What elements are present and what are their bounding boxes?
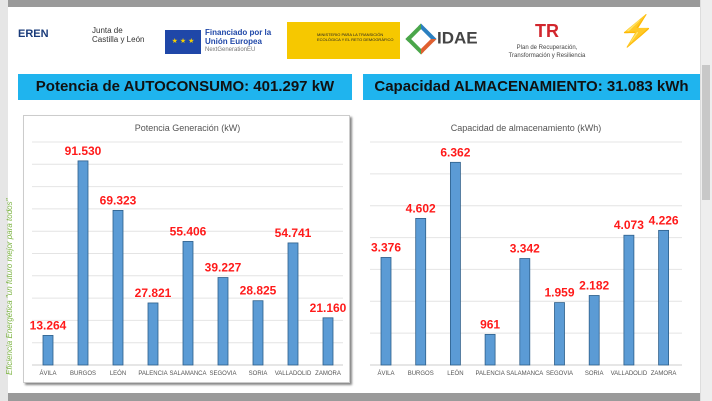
idae-text: IDAE xyxy=(437,28,478,48)
category-label: ÁVILA xyxy=(377,370,394,377)
ministerio-text: MINISTERIO PARA LA TRANSICIÓN ECOLÓGICA … xyxy=(317,32,394,42)
category-label: SEGOVIA xyxy=(546,371,573,377)
category-label: PALENCIA xyxy=(138,371,167,377)
bar-valladolid xyxy=(623,234,635,366)
category-label: SORIA xyxy=(585,371,604,377)
data-label: 39.227 xyxy=(205,261,242,275)
wind-solar-icon: ⚡ xyxy=(618,15,656,48)
top-bar xyxy=(8,0,700,7)
scrollbar-thumb[interactable] xyxy=(702,65,710,200)
data-label: 4.073 xyxy=(614,218,644,232)
eu-title: Financiado por la Unión Europea xyxy=(205,28,272,46)
chart-title: Potencia Generación (kW) xyxy=(135,123,241,133)
data-label: 27.821 xyxy=(135,286,172,300)
idae-logo: IDAE xyxy=(405,23,478,55)
bottom-bar xyxy=(8,393,700,401)
bar-soria xyxy=(252,300,264,366)
bar-segovia xyxy=(217,277,229,366)
almacenamiento-header: Capacidad ALMACENAMIENTO: 31.083 kWh xyxy=(363,74,700,100)
data-label: 3.376 xyxy=(371,240,401,254)
category-label: LEÓN xyxy=(447,370,463,377)
bar-soria xyxy=(588,295,600,366)
eu-logo: ★ ★ ★ Financiado por la Unión Europea Next… xyxy=(165,28,275,56)
data-label: 21.160 xyxy=(310,301,347,315)
data-label: 4.226 xyxy=(649,213,679,227)
category-label: ZAMORA xyxy=(315,371,341,377)
category-label: ÁVILA xyxy=(39,370,56,377)
bar-palencia xyxy=(484,333,496,366)
tr-logo-icon: TR xyxy=(535,21,559,41)
category-label: VALLADOLID xyxy=(275,371,312,377)
bar-palencia xyxy=(147,302,159,366)
data-label: 961 xyxy=(480,317,500,331)
eu-flag-icon: ★ ★ ★ xyxy=(165,30,201,54)
autoconsumo-header: Potencia de AUTOCONSUMO: 401.297 kW xyxy=(18,74,352,100)
bar-zamora xyxy=(322,317,334,366)
category-label: SORIA xyxy=(249,371,268,377)
junta-cyl-logo: Junta de Castilla y León xyxy=(92,26,150,44)
data-label: 55.406 xyxy=(170,224,207,238)
bar-zamora xyxy=(658,229,669,366)
eren-logo-text: EREN xyxy=(18,28,49,40)
bar-león xyxy=(449,161,461,366)
data-label: 69.323 xyxy=(100,193,137,207)
data-label: 3.342 xyxy=(510,242,540,256)
bar-valladolid xyxy=(287,242,299,366)
eren-logo: EREN xyxy=(18,28,49,40)
data-label: 4.602 xyxy=(406,201,436,215)
ministerio-logo: MINISTERIO PARA LA TRANSICIÓN ECOLÓGICA … xyxy=(287,22,400,59)
category-label: SEGOVIA xyxy=(209,371,236,377)
bar-león xyxy=(112,210,124,366)
category-label: SALAMANCA xyxy=(506,371,543,377)
bar-segovia xyxy=(554,302,565,366)
category-label: VALLADOLID xyxy=(611,371,648,377)
bar-burgos xyxy=(77,160,89,366)
plan-recuperacion-logo: TR Plan de Recuperación, Transformación y… xyxy=(497,18,597,60)
chart-title: Capacidad de almacenamiento (kWh) xyxy=(451,123,602,133)
plan-text: Plan de Recuperación, Transformación y R… xyxy=(508,45,586,59)
category-label: ZAMORA xyxy=(651,371,677,377)
bar-burgos xyxy=(415,217,427,366)
bar-salamanca xyxy=(519,258,531,366)
data-label: 1.959 xyxy=(544,286,574,300)
data-label: 91.530 xyxy=(65,144,102,158)
bar-ávila xyxy=(42,335,54,366)
category-label: SALAMANCA xyxy=(169,371,206,377)
data-label: 28.825 xyxy=(240,284,277,298)
category-label: BURGOS xyxy=(408,371,434,377)
bar-salamanca xyxy=(182,241,194,366)
eu-subtitle: NextGenerationEU xyxy=(205,47,256,53)
category-label: BURGOS xyxy=(70,371,96,377)
junta-cyl-text: Junta de Castilla y León xyxy=(92,26,145,44)
data-label: 6.362 xyxy=(440,145,470,159)
bar-ávila xyxy=(380,257,392,366)
data-label: 2.182 xyxy=(579,278,609,292)
category-label: PALENCIA xyxy=(475,371,504,377)
data-label: 54.741 xyxy=(275,226,312,240)
data-label: 13.264 xyxy=(30,318,67,332)
category-label: LEÓN xyxy=(110,370,126,377)
